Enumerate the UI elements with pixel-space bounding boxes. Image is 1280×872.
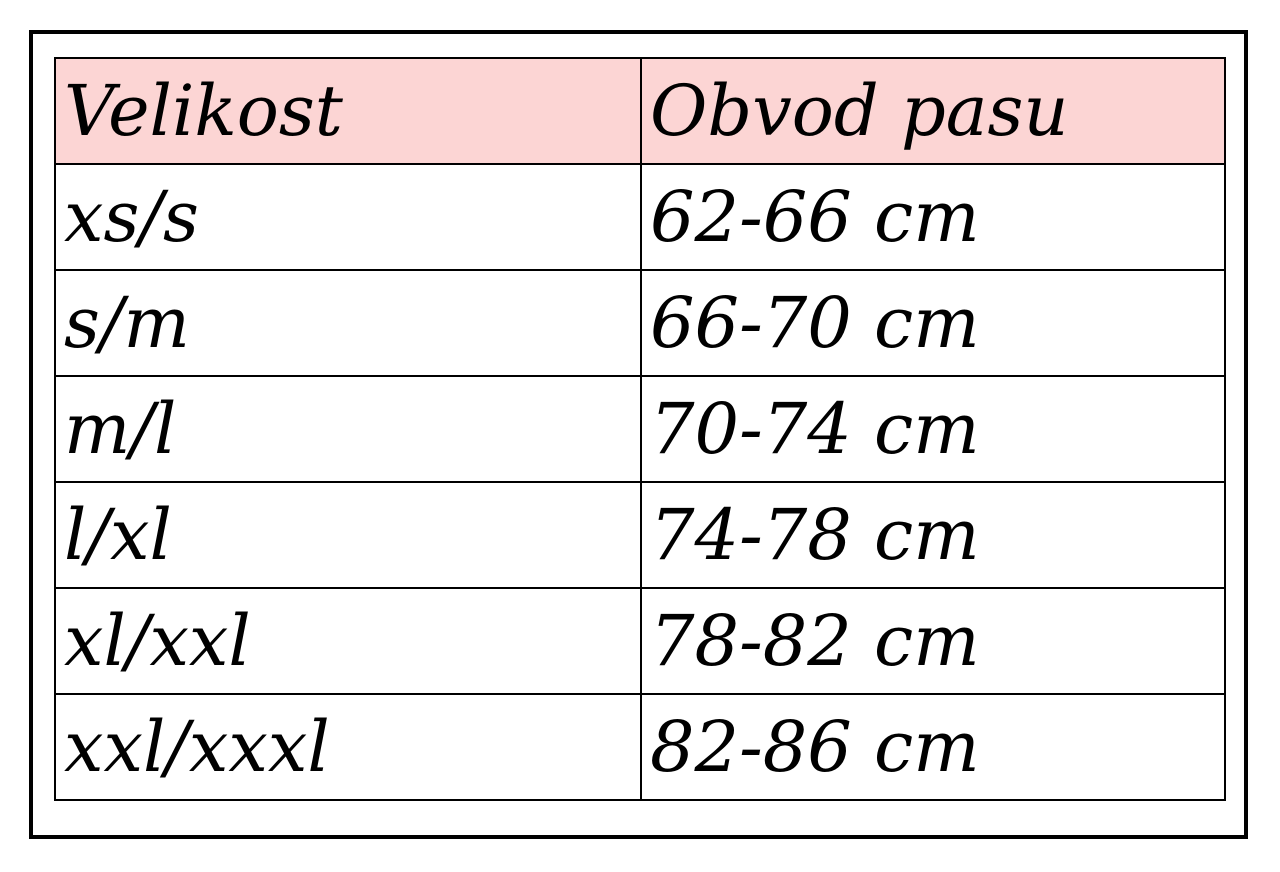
table-header-row: Velikost Obvod pasu [54, 57, 1226, 165]
column-header-size: Velikost [54, 57, 642, 165]
waist-cell: 82-86 cm [640, 693, 1226, 801]
size-cell: m/l [54, 375, 642, 483]
size-cell: xs/s [54, 163, 642, 271]
waist-cell: 70-74 cm [640, 375, 1226, 483]
table-row: l/xl 74-78 cm [54, 481, 1226, 589]
waist-cell: 78-82 cm [640, 587, 1226, 695]
waist-cell: 74-78 cm [640, 481, 1226, 589]
size-cell: s/m [54, 269, 642, 377]
size-cell: xxl/xxxl [54, 693, 642, 801]
table-row: m/l 70-74 cm [54, 375, 1226, 483]
table-row: xxl/xxxl 82-86 cm [54, 693, 1226, 801]
table-row: s/m 66-70 cm [54, 269, 1226, 377]
table-row: xl/xxl 78-82 cm [54, 587, 1226, 695]
size-cell: l/xl [54, 481, 642, 589]
waist-cell: 62-66 cm [640, 163, 1226, 271]
size-table: Velikost Obvod pasu xs/s 62-66 cm s/m 66… [54, 57, 1226, 801]
table-row: xs/s 62-66 cm [54, 163, 1226, 271]
size-chart-frame: Velikost Obvod pasu xs/s 62-66 cm s/m 66… [29, 30, 1248, 839]
waist-cell: 66-70 cm [640, 269, 1226, 377]
column-header-waist: Obvod pasu [640, 57, 1226, 165]
size-cell: xl/xxl [54, 587, 642, 695]
